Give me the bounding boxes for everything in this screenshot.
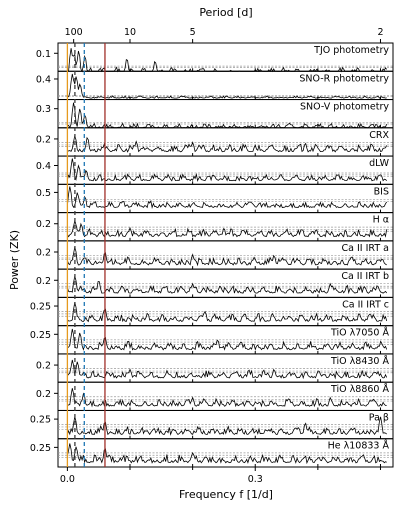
panel-5: 0.5 BIS [36,183,394,214]
bottom-tick-label: 0.0 [60,474,75,485]
y-axis-label: Power (ZK) [8,230,21,290]
panel-2: 0.3 SNO-V photometry [36,99,394,129]
panel-frame [57,183,394,214]
series-line [67,220,388,238]
series-line [67,73,387,99]
series-label: BIS [374,186,389,197]
y-tick-label: 0.25 [30,302,51,313]
y-tick-label: 0.25 [30,443,51,454]
panel-8: 0.2 Ca II IRT b [36,268,394,298]
series-label: H α [373,215,389,226]
series-label: SNO-R photometry [299,73,389,84]
series-line [67,302,388,323]
y-tick-label: 0.2 [36,248,51,259]
panel-0: 0.1 TJO photometry [36,42,394,73]
bottom-tick-label: 0.3 [248,474,263,485]
y-tick-label: 0.2 [36,276,51,287]
series-label: Ca II IRT c [342,299,389,310]
series-label: dLW [369,158,389,169]
series-label: TiO λ8430 Å [330,355,389,367]
y-tick-label: 0.5 [36,188,51,199]
series-line [67,275,388,295]
top-axis-ticks: 100 10 5 2 [58,27,393,44]
panel-4: 0.4 dLW [36,155,394,185]
series-label: SNO-V photometry [300,102,389,113]
series-line [67,416,387,436]
series-label: TiO λ7050 Å [330,327,389,339]
y-tick-label: 0.25 [30,415,51,426]
panel-frame [57,127,394,157]
top-tick-label: 5 [190,27,196,38]
series-label: CRX [369,130,389,141]
y-tick-label: 0.25 [30,330,51,341]
top-tick-label: 10 [124,27,136,38]
bottom-axis-ticks: 0.0 0.3 [60,467,381,485]
series-label: Pa β [369,412,389,423]
panel-frame [57,155,394,185]
panel-6: 0.2 H α [36,212,394,242]
x-axis-label: Frequency f [1/d] [179,488,273,501]
series-label: TJO photometry [313,45,389,56]
series-label: Ca II IRT b [341,271,389,282]
y-tick-label: 0.2 [36,134,51,145]
series-line [67,328,388,351]
series-line [67,158,387,182]
y-tick-label: 0.2 [36,219,51,230]
series-label: He λ10833 Å [328,440,390,452]
y-tick-label: 0.2 [36,361,51,372]
series-label: TiO λ8860 Å [330,383,389,395]
panel-frame [57,212,394,242]
series-label: Ca II IRT a [342,243,389,254]
y-tick-label: 0.3 [36,104,51,115]
panel-11: 0.2 TiO λ8430 Å [36,353,394,383]
panel-1: 0.4 SNO-R photometry [36,70,394,101]
series-line [67,443,387,465]
y-tick-label: 0.1 [36,49,51,60]
panel-12: 0.2 TiO λ8860 Å [36,381,394,411]
panel-3: 0.2 CRX [36,127,394,157]
top-axis-label: Period [d] [199,6,252,19]
series-line [67,135,388,153]
reference-lines [66,43,106,467]
panels: 0.1 TJO photometry 0.4 SNO-R photometry 0.3 S… [30,42,394,468]
series-line [67,359,388,380]
y-tick-label: 0.2 [36,389,51,400]
top-tick-label: 100 [65,27,83,38]
series-line [67,186,388,209]
y-tick-label: 0.4 [36,161,51,172]
top-tick-label: 2 [377,27,383,38]
y-tick-label: 0.4 [36,74,51,85]
panel-14: 0.25 He λ10833 Å [30,438,394,468]
series-line [67,388,387,408]
series-line [67,246,387,267]
panel-7: 0.2 Ca II IRT a [36,240,394,270]
